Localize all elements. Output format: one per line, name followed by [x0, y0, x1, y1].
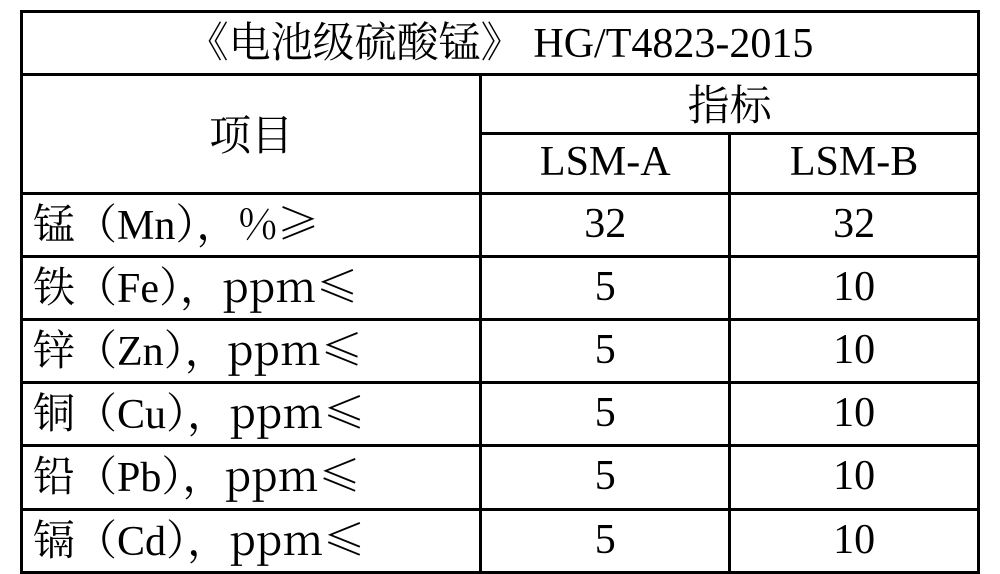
unit-label: ，%≥: [196, 192, 319, 252]
element-name-cn: 铅: [33, 444, 75, 504]
title-code: HG/T4823-2015: [533, 21, 813, 67]
table-row: 铁（Fe），ppm≤ 5 10: [22, 256, 979, 319]
value-lsm-a: 5: [481, 509, 730, 572]
unit-label: ，ppm≤: [182, 444, 360, 504]
table-row: 锰（Mn），%≥ 32 32: [22, 193, 979, 256]
unit-label: ，ppm≤: [187, 508, 365, 568]
value-lsm-b: 10: [730, 256, 979, 319]
metric-header: 指标: [481, 75, 979, 134]
row-label: 铁（Fe），ppm≤: [22, 256, 481, 319]
element-name-cn: 铜: [33, 381, 75, 441]
row-label: 镉（Cd），ppm≤: [22, 509, 481, 572]
element-symbol: Cd: [117, 519, 166, 565]
unit-label: ，ppm≤: [187, 381, 365, 441]
element-name-cn: 锰: [33, 192, 75, 252]
item-header: 项目: [22, 75, 481, 193]
element-symbol: Pb: [117, 455, 161, 501]
value-lsm-a: 5: [481, 319, 730, 382]
grade-b-header: LSM-B: [730, 134, 979, 193]
value-lsm-b: 10: [730, 319, 979, 382]
row-label: 锌（Zn），ppm≤: [22, 319, 481, 382]
element-symbol: Fe: [117, 266, 159, 312]
row-label: 铅（Pb），ppm≤: [22, 446, 481, 509]
table-row: 镉（Cd），ppm≤ 5 10: [22, 509, 979, 572]
title-row: 《电池级硫酸锰》 HG/T4823-2015: [22, 12, 979, 75]
element-symbol: Zn: [117, 329, 164, 375]
value-lsm-a: 5: [481, 256, 730, 319]
value-lsm-a: 5: [481, 383, 730, 446]
element-name-cn: 铁: [33, 255, 75, 315]
element-name-cn: 锌: [33, 318, 75, 378]
table-row: 铅（Pb），ppm≤ 5 10: [22, 446, 979, 509]
table-row: 锌（Zn），ppm≤ 5 10: [22, 319, 979, 382]
value-lsm-b: 10: [730, 509, 979, 572]
value-lsm-b: 10: [730, 446, 979, 509]
standard-title: 《电池级硫酸锰》 HG/T4823-2015: [22, 12, 979, 75]
header-row-1: 项目 指标: [22, 75, 979, 134]
element-symbol: Mn: [117, 203, 175, 249]
value-lsm-b: 10: [730, 383, 979, 446]
spec-table: 《电池级硫酸锰》 HG/T4823-2015 项目 指标 LSM-A LSM-B…: [20, 10, 980, 574]
value-lsm-b: 32: [730, 193, 979, 256]
element-name-cn: 镉: [33, 508, 75, 568]
value-lsm-a: 5: [481, 446, 730, 509]
grade-a-header: LSM-A: [481, 134, 730, 193]
row-label: 铜（Cu），ppm≤: [22, 383, 481, 446]
value-lsm-a: 32: [481, 193, 730, 256]
unit-label: ，ppm≤: [180, 255, 358, 315]
page: 《电池级硫酸锰》 HG/T4823-2015 项目 指标 LSM-A LSM-B…: [0, 0, 1000, 572]
element-symbol: Cu: [117, 392, 166, 438]
unit-label: ，ppm≤: [185, 318, 363, 378]
row-label: 锰（Mn），%≥: [22, 193, 481, 256]
title-cn: 《电池级硫酸锰》: [187, 10, 523, 70]
table-row: 铜（Cu），ppm≤ 5 10: [22, 383, 979, 446]
